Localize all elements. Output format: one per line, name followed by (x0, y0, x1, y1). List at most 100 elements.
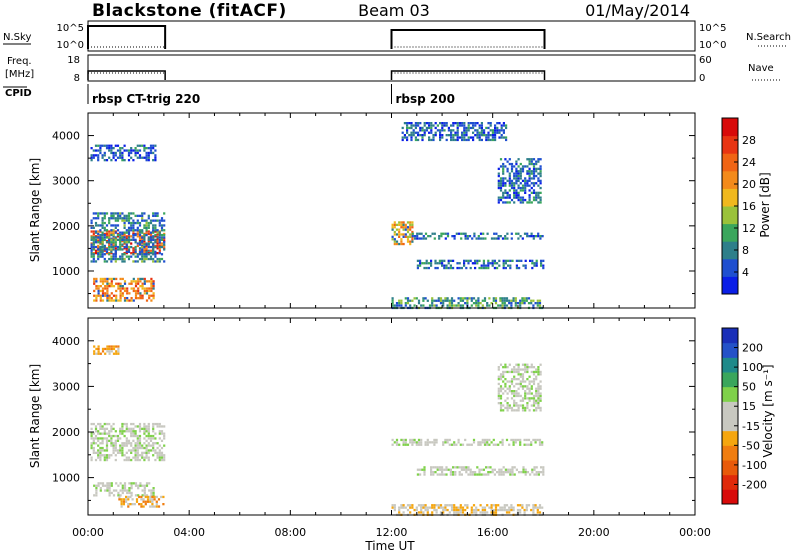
power-cell (491, 262, 494, 265)
power-cell (530, 158, 533, 161)
power-cell (141, 217, 144, 220)
power-cell (494, 299, 498, 302)
velocity-cell (525, 506, 528, 509)
power-cell (416, 264, 419, 267)
velocity-cell (517, 368, 520, 371)
power-cell (519, 198, 522, 202)
power-cell (125, 245, 128, 249)
power-cell (528, 177, 531, 180)
velocity-cell (542, 473, 545, 476)
velocity-cell (118, 495, 121, 499)
power-cell (391, 299, 394, 302)
velocity-cell (466, 504, 469, 507)
power-cell (538, 302, 542, 305)
velocity-cell (94, 430, 98, 433)
power-cell (456, 122, 459, 125)
power-cell (147, 249, 150, 252)
power-cell (537, 167, 540, 170)
power-cell (156, 252, 159, 255)
power-cell (110, 149, 113, 152)
power-cell (112, 242, 115, 245)
power-cell (521, 297, 524, 300)
power-cell (436, 266, 439, 270)
power-cell (115, 282, 118, 285)
velocity-cell (400, 504, 403, 507)
power-cell (99, 299, 102, 302)
power-cell (520, 259, 523, 262)
velocity-cell (160, 454, 164, 457)
power-cell (116, 245, 120, 249)
velocity-cell (125, 430, 128, 433)
power-cell (447, 129, 450, 132)
velocity-cell (422, 511, 425, 514)
power-cell (125, 247, 128, 250)
power-cell (455, 304, 458, 307)
power-cell (130, 226, 133, 229)
velocity-cell (134, 494, 138, 497)
velocity-cell (141, 446, 144, 450)
velocity-cell (411, 504, 414, 507)
power-cell (158, 257, 161, 261)
velocity-cell (106, 482, 109, 485)
power-cell (439, 297, 443, 300)
power-cell (481, 304, 484, 307)
velocity-cell (110, 430, 113, 433)
power-cell (103, 253, 106, 256)
velocity-cell (488, 443, 491, 446)
y-tick-label: 4000 (52, 130, 80, 143)
velocity-cell (147, 444, 150, 447)
velocity-cell (513, 375, 516, 378)
power-cell (110, 233, 113, 237)
velocity-cell (532, 504, 535, 507)
power-cell (92, 255, 95, 258)
velocity-cell (426, 441, 429, 444)
freq-label: Freq. (7, 56, 32, 67)
velocity-cell (472, 438, 476, 442)
power-cell (123, 297, 127, 300)
power-cell (103, 144, 106, 147)
velocity-cell (417, 504, 421, 507)
velocity-cell (448, 504, 451, 507)
power-cell (476, 134, 479, 137)
power-cell (468, 235, 472, 238)
power-cell (395, 242, 399, 246)
velocity-cell (537, 382, 540, 386)
power-cell (524, 179, 527, 182)
power-cell (145, 244, 148, 248)
power-cell (414, 126, 417, 130)
power-cell (411, 299, 414, 302)
power-cell (406, 230, 410, 234)
power-cell (141, 242, 144, 245)
velocity-cell (130, 427, 133, 430)
power-cell (423, 266, 426, 270)
velocity-cell (497, 508, 500, 512)
velocity-cell (542, 468, 545, 471)
power-cell (406, 240, 410, 243)
velocity-cell (94, 425, 98, 428)
power-cell (145, 151, 148, 155)
velocity-cell (460, 468, 463, 471)
power-cell (504, 259, 507, 262)
power-cell (143, 249, 146, 252)
velocity-cell (130, 484, 133, 487)
velocity-cell (112, 352, 116, 355)
power-cell (119, 287, 122, 290)
power-cell (125, 217, 128, 220)
velocity-cell (99, 432, 102, 435)
power-cell (101, 243, 104, 246)
power-cell (136, 230, 139, 233)
power-cell (452, 129, 455, 132)
velocity-cell (459, 506, 462, 509)
power-cell (143, 277, 146, 281)
velocity-cell (119, 427, 122, 430)
velocity-cell (487, 466, 490, 469)
power-cell (530, 177, 533, 180)
power-cell (503, 299, 506, 302)
velocity-cell (145, 482, 149, 485)
velocity-cell (398, 443, 401, 446)
power-cell (136, 260, 139, 263)
velocity-cell (141, 494, 144, 497)
power-cell (393, 242, 396, 246)
power-cell (421, 134, 424, 137)
